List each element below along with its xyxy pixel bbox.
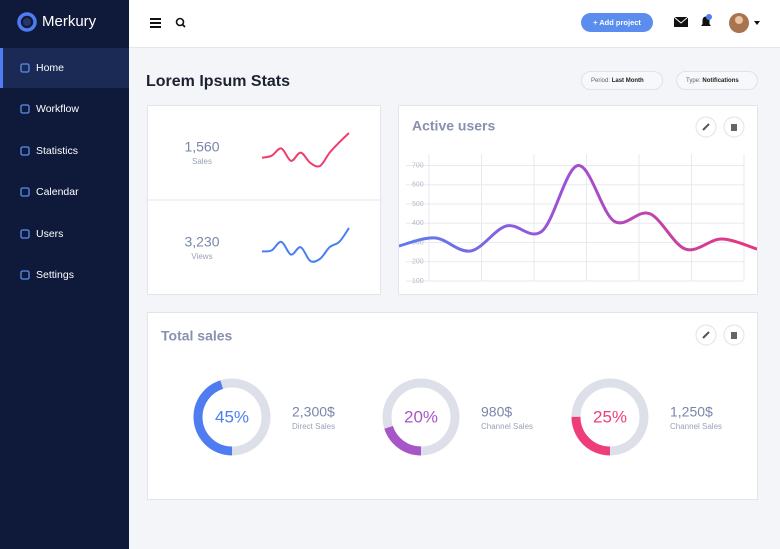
stat-label: Sales xyxy=(192,157,212,166)
menu-item[interactable]: Settings xyxy=(0,255,129,295)
delete-icon xyxy=(731,332,737,339)
total-sales-chart: Total sales 45% 2,300$ Direct Sales 20% 980$… xyxy=(161,324,745,456)
active-users-card: Active users 100 200 300 400 500 600 700 xyxy=(398,105,758,295)
y-tick-label: 300 xyxy=(412,239,424,246)
menu-label: Calendar xyxy=(36,186,79,199)
category-label: Direct Sales xyxy=(292,422,335,431)
y-tick-label: 200 xyxy=(412,259,424,266)
total-sales-card: Total sales 45% 2,300$ Direct Sales 20% 980$… xyxy=(147,312,758,500)
edit-button[interactable] xyxy=(695,324,717,346)
donut-label: 20% xyxy=(404,407,438,426)
donut-arc xyxy=(382,378,460,456)
sparkline xyxy=(261,132,350,168)
filter-value: Last Month xyxy=(611,78,644,84)
y-tick-label: 500 xyxy=(412,201,424,208)
filter-value: Notifications xyxy=(702,78,739,84)
y-tick-label: 600 xyxy=(412,182,424,189)
stat-value: 1,560 xyxy=(184,139,219,155)
menu-label: Home xyxy=(36,62,65,74)
edit-icon xyxy=(702,123,710,131)
stats-card: 1,560 Sales 3,230 Views xyxy=(147,105,381,295)
menu-icon xyxy=(20,104,30,115)
menu-item[interactable]: Home xyxy=(0,48,129,88)
edit-icon xyxy=(702,331,710,339)
donut-label: 25% xyxy=(593,407,627,426)
donut-arc xyxy=(571,378,649,456)
chart-title: Total sales xyxy=(161,328,233,344)
menu-item[interactable]: Users xyxy=(0,214,129,254)
menu-icon xyxy=(20,228,30,239)
sidebar: Merkury Home Workflow Statistics Calendar Us… xyxy=(0,0,129,549)
filter-label: Type: xyxy=(686,78,701,84)
stat-label: Views xyxy=(191,252,212,261)
brand: Merkury xyxy=(42,13,97,30)
y-tick-label: 100 xyxy=(412,278,424,285)
menu-item[interactable]: Workflow xyxy=(0,89,129,129)
delete-button[interactable] xyxy=(723,116,745,138)
edit-button[interactable] xyxy=(695,116,717,138)
line xyxy=(398,164,758,253)
menu-icon xyxy=(20,187,30,197)
menu-label: Statistics xyxy=(36,144,79,157)
menu-icon xyxy=(20,63,30,73)
button-label: Add project xyxy=(599,18,641,27)
active-users-chart: Active users 100 200 300 400 500 600 700 xyxy=(398,116,758,285)
menu-label: Workflow xyxy=(36,103,79,116)
delete-icon xyxy=(731,124,737,131)
stat-value: 3,230 xyxy=(184,234,219,250)
category-label: Channel Sales xyxy=(670,422,722,431)
menu-label: Users xyxy=(36,227,64,240)
y-tick-label: 700 xyxy=(412,162,424,169)
donut-label: 45% xyxy=(215,407,249,426)
menu-icon xyxy=(20,270,30,280)
menu-label: Settings xyxy=(36,269,74,281)
menu-item[interactable]: Calendar xyxy=(0,172,129,212)
chart-title: Active users xyxy=(412,118,495,134)
logo xyxy=(17,12,37,32)
y-tick-label: 400 xyxy=(412,220,424,227)
donut-arc xyxy=(193,378,271,456)
sparkline xyxy=(261,227,350,263)
type-filter[interactable]: Type: Notifications xyxy=(676,71,758,90)
page-title: Lorem Ipsum Stats xyxy=(146,73,291,90)
amount: 1,250$ xyxy=(670,404,713,420)
category-label: Channel Sales xyxy=(481,422,533,431)
header-icons xyxy=(150,13,760,33)
menu-item[interactable]: Statistics xyxy=(0,131,129,171)
amount: 980$ xyxy=(481,404,512,420)
amount: 2,300$ xyxy=(292,404,335,420)
add-project-button[interactable]: + Add project xyxy=(581,13,653,32)
header: + Add project xyxy=(129,0,780,48)
period-filter[interactable]: Period: Last Month xyxy=(581,71,663,90)
delete-button[interactable] xyxy=(723,324,745,346)
stats-content: 1,560 Sales 3,230 Views xyxy=(148,132,380,263)
menu-icon xyxy=(20,146,30,156)
filter-label: Period: xyxy=(591,78,611,84)
